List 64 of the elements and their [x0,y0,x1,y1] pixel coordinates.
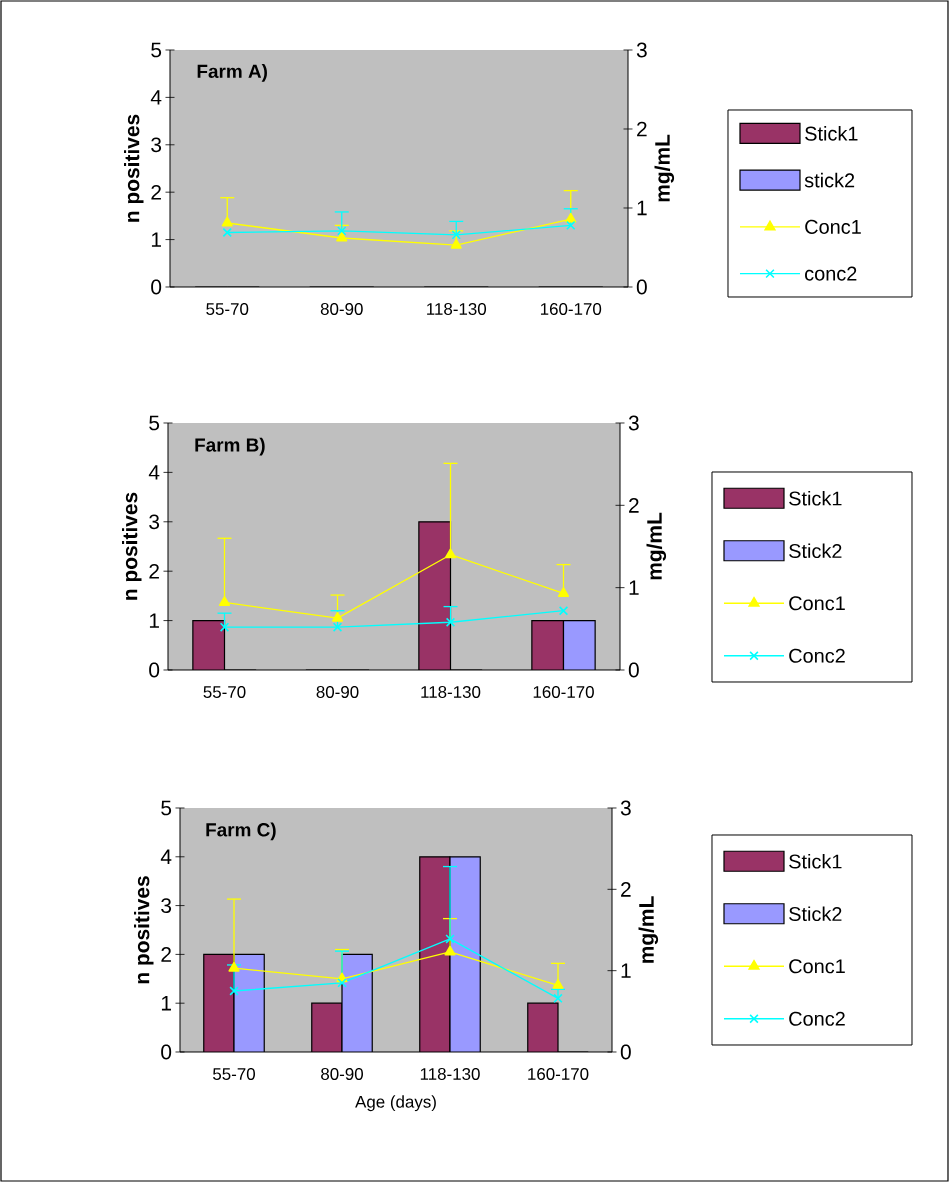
y2-tick-label: 2 [629,498,639,513]
x-tick-label: 118-130 [420,1068,480,1081]
y-tick-label: 2 [149,563,159,579]
y-tick-label: 3 [149,514,160,530]
legend-label: Conc2 [789,648,845,663]
legend-label: Conc1 [789,959,845,974]
y2-tick-label: 1 [629,580,639,595]
y-tick-label: 4 [148,465,160,480]
y-tick-label: 2 [151,184,161,200]
y2-tick-label: 2 [621,882,631,897]
y2-tick-label: 1 [637,200,647,216]
text: Farm A) [197,64,267,82]
x-tick-label: 80-90 [320,303,363,315]
legend-label: Conc1 [805,219,861,234]
x-tick-label: 80-90 [321,1068,363,1081]
x-tick-label: 160-170 [540,303,602,315]
y-tick-label: 1 [151,232,161,247]
y2-tick-label: 1 [621,963,631,978]
legend-label: Conc1 [789,596,845,611]
y-axis-title: n positives [134,876,154,984]
y2-tick-label: 3 [620,800,631,816]
x-tick-label: 160-170 [528,1068,589,1081]
x-tick-label: 160-170 [533,686,594,699]
legend-label: Conc2 [789,1011,845,1026]
y2-tick-label: 0 [628,662,639,678]
y-axis-title: n positives [124,114,144,222]
legend-label: Stick2 [789,906,842,922]
x-tick-label: 55-70 [206,303,249,315]
legend-label: Stick1 [805,126,858,141]
y-tick-label: 3 [151,137,162,153]
y-tick-label: 4 [160,849,172,864]
x-tick-label: 118-130 [427,303,487,315]
y-tick-label: 0 [161,1044,172,1060]
y-tick-label: 0 [149,662,160,678]
x-tick-label: 55-70 [203,686,246,699]
text: Farm C) [206,822,276,841]
y-tick-label: 0 [151,279,162,295]
x-tick-label: 80-90 [316,686,359,699]
y2-axis-title: mg/mL [638,896,659,963]
y2-tick-label: 0 [620,1044,631,1060]
y-tick-label: 5 [149,415,160,431]
x-tick-label: 55-70 [213,1068,255,1081]
legend-label: Stick1 [789,853,842,869]
x-axis-title: Age (days) [355,1095,436,1112]
y2-tick-label: 0 [636,279,647,295]
y-tick-label: 5 [161,800,172,816]
y-tick-label: 1 [149,613,159,628]
y2-tick-label: 3 [636,42,647,58]
y-tick-label: 2 [161,947,171,962]
x-tick-label: 118-130 [421,686,481,699]
y-tick-label: 4 [150,90,162,105]
legend-label: conc2 [805,266,857,281]
legend-label: Stick2 [789,543,842,559]
legend-label: stick2 [804,172,855,188]
y2-tick-label: 2 [637,121,647,137]
y2-axis-title: mg/mL [646,512,667,580]
text: Farm B) [195,437,265,456]
y2-axis-title: mg/mL [654,134,675,202]
y-axis-title: n positives [122,492,142,600]
legend-label: Stick1 [789,490,842,506]
y2-tick-label: 3 [628,415,639,431]
y-tick-label: 3 [161,898,172,913]
y-tick-label: 5 [151,42,162,58]
y-tick-label: 1 [161,996,171,1011]
